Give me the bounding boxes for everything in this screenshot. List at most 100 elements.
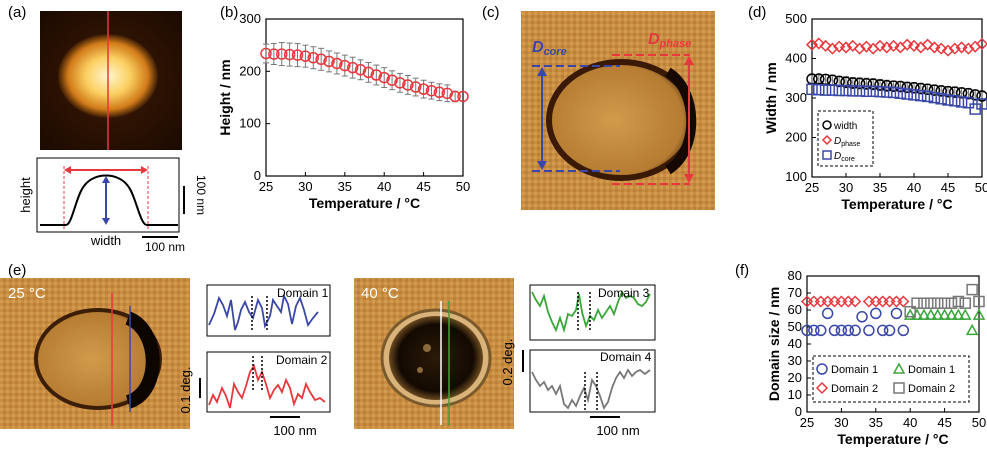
data-point xyxy=(883,295,896,308)
data-point xyxy=(840,76,852,88)
data-point xyxy=(867,78,879,90)
spot-40c-2 xyxy=(417,367,423,373)
data-point xyxy=(808,324,820,337)
legend-d-label: Dcore xyxy=(834,151,855,163)
data-point xyxy=(386,74,398,86)
y-tick-label: 100 xyxy=(239,116,261,131)
data-point xyxy=(969,89,981,101)
x-tick-label: 45 xyxy=(937,415,951,430)
data-point xyxy=(952,308,965,320)
data-point xyxy=(860,78,873,90)
data-point xyxy=(931,308,944,320)
y-tick-label: 0 xyxy=(795,404,802,419)
data-point xyxy=(887,80,900,92)
data-point xyxy=(910,308,924,320)
data-point xyxy=(942,94,954,106)
legend-d-marker xyxy=(822,150,832,160)
panel-c-label: (c) xyxy=(482,4,500,21)
dcore-label: Dcore xyxy=(532,39,567,58)
legend-f-box xyxy=(812,355,970,403)
data-point xyxy=(925,297,937,309)
data-point xyxy=(958,308,972,320)
y-tick-label: 0 xyxy=(254,168,261,183)
data-point xyxy=(918,297,930,309)
data-point xyxy=(801,324,813,337)
data-point xyxy=(897,324,910,337)
data-point xyxy=(299,50,312,62)
data-point xyxy=(307,51,320,64)
legend-f-label: Domain 2 xyxy=(908,383,955,395)
data-point xyxy=(847,85,859,97)
data-point xyxy=(887,86,900,99)
data-point xyxy=(928,84,941,96)
data-point xyxy=(959,297,971,309)
data-point xyxy=(833,84,845,97)
domain1-label: Domain 1 xyxy=(277,286,329,300)
x-axis-label: Temperature / °C xyxy=(837,431,948,447)
data-point xyxy=(945,297,958,309)
height-arrow-bottom-head xyxy=(102,218,110,225)
data-point xyxy=(815,324,827,337)
profile-domain3-box xyxy=(529,284,656,341)
data-point xyxy=(876,324,889,337)
data-point xyxy=(853,85,866,97)
panel-c: (c) Dcore Dphase xyxy=(482,4,715,210)
data-point xyxy=(949,86,961,98)
data-point xyxy=(907,39,921,52)
x-tick-label: 50 xyxy=(975,180,987,195)
data-point xyxy=(903,308,917,320)
data-point xyxy=(417,83,430,95)
x-tick-label: 50 xyxy=(972,415,986,430)
data-point xyxy=(839,41,853,54)
data-point xyxy=(869,295,882,308)
temp-25c: 25 °C xyxy=(8,285,46,302)
data-point xyxy=(880,41,893,54)
data-point xyxy=(826,84,839,96)
data-point xyxy=(945,308,958,320)
x-axis-label: Temperature / °C xyxy=(309,195,420,211)
y-tick-label: 80 xyxy=(788,268,802,283)
core-arrow-top-head xyxy=(537,67,547,76)
particle-25c xyxy=(34,308,162,410)
x-tick-label: 35 xyxy=(869,415,883,430)
data-point xyxy=(870,307,882,320)
data-point xyxy=(917,308,931,320)
panel-e: (e) 25 °C Domain 1 Domain 2 0.1 deg. 100… xyxy=(0,262,656,438)
dphase-label: Dphase xyxy=(648,31,691,50)
y-tick-label: 10 xyxy=(788,387,802,402)
data-point xyxy=(814,295,827,308)
data-point xyxy=(835,295,848,308)
domain3-label: Domain 3 xyxy=(598,286,650,300)
data-point xyxy=(901,38,914,51)
data-point xyxy=(955,87,968,99)
data-point xyxy=(901,81,913,94)
scalebar-nm2-label: 100 nm xyxy=(596,423,639,438)
height-arrow-top-head xyxy=(102,176,110,183)
x-tick-label: 40 xyxy=(907,180,921,195)
y-tick-label: 40 xyxy=(788,336,802,351)
data-point xyxy=(873,39,887,52)
domain4-label: Domain 4 xyxy=(600,350,652,364)
plot-frame xyxy=(265,18,464,177)
x-tick-label: 35 xyxy=(873,180,887,195)
data-point xyxy=(901,88,913,100)
data-point xyxy=(807,295,820,308)
data-point xyxy=(378,71,390,84)
data-point xyxy=(942,85,954,98)
height-profile-curve xyxy=(40,174,178,226)
data-point xyxy=(908,81,920,94)
data-point xyxy=(972,308,986,320)
data-point xyxy=(973,295,985,308)
data-point xyxy=(874,85,886,98)
legend-f-label: Domain 1 xyxy=(908,364,955,376)
data-point xyxy=(821,295,834,308)
x-tick-label: 30 xyxy=(298,179,312,194)
data-point xyxy=(433,86,446,99)
data-point xyxy=(813,83,825,96)
y-tick-label: 20 xyxy=(788,370,802,385)
y-tick-label: 70 xyxy=(788,285,802,300)
x-axis-label: Temperature / °C xyxy=(841,196,952,212)
data-point xyxy=(260,47,272,60)
core-arrow-bottom-head xyxy=(537,161,547,170)
data-point xyxy=(921,90,934,103)
